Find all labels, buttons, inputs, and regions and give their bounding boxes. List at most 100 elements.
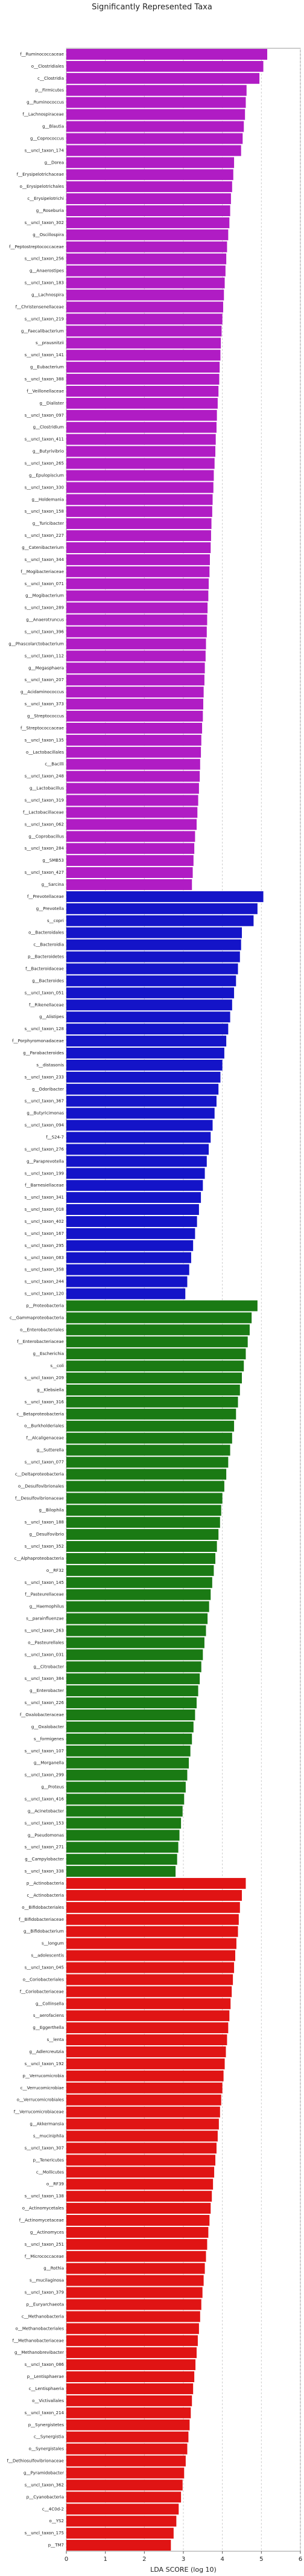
category-label: f__Lachnospiraceae — [22, 112, 64, 117]
bar — [66, 2287, 203, 2298]
bar — [66, 1733, 192, 1745]
bar — [66, 1661, 201, 1673]
bar — [66, 891, 264, 902]
bar — [66, 687, 204, 698]
category-label: s__uncl_taxon_244 — [25, 1280, 65, 1284]
bar — [66, 2226, 209, 2238]
bar — [66, 1962, 235, 1973]
category-label: s__uncl_taxon_330 — [25, 485, 64, 490]
category-label: s__uncl_taxon_141 — [25, 353, 64, 357]
bar — [66, 939, 241, 950]
category-label: g__Ruminococcus — [27, 100, 64, 105]
category-label: s__uncl_taxon_402 — [25, 1219, 64, 1224]
category-label: g__Actinomyces — [30, 2230, 64, 2235]
bar — [66, 2467, 185, 2479]
bar — [66, 421, 217, 433]
bar — [66, 1481, 224, 1492]
category-label: g__Dorea — [45, 160, 64, 165]
category-label: p__Firmicutes — [36, 88, 65, 93]
bar — [66, 2155, 216, 2166]
bar — [66, 397, 218, 409]
bar — [66, 1818, 182, 1829]
category-label: g__Catenibacterium — [22, 545, 64, 550]
bar — [66, 903, 258, 914]
category-label: g__SMB53 — [42, 858, 64, 863]
bar — [66, 1444, 230, 1456]
bar — [66, 662, 205, 674]
bar — [66, 626, 207, 638]
bar — [66, 325, 222, 337]
bar — [66, 1228, 195, 1239]
category-label: s__muciniphila — [33, 2133, 64, 2138]
bar — [66, 746, 201, 758]
bar — [66, 2407, 191, 2418]
category-label: s__uncl_taxon_145 — [25, 1580, 64, 1585]
category-label: s__uncl_taxon_263 — [25, 1629, 64, 1633]
category-label: s__mucilaginosa — [30, 2278, 64, 2283]
bar — [66, 446, 216, 457]
x-tick-label: 0 — [65, 2556, 68, 2563]
category-label: s__uncl_taxon_302 — [25, 220, 64, 225]
category-label: c__Erysipelotrichi — [27, 196, 64, 201]
category-label: s__uncl_taxon_384 — [25, 1676, 65, 1681]
bar — [66, 2371, 195, 2383]
bar — [66, 867, 193, 879]
category-label: s__uncl_taxon_120 — [25, 1292, 64, 1296]
bar — [66, 1456, 229, 1468]
bar — [66, 506, 212, 517]
bar — [66, 855, 194, 867]
bar — [66, 831, 195, 842]
bar — [66, 1589, 211, 1600]
category-label: g__Escherichia — [33, 1351, 64, 1356]
bar — [66, 879, 192, 890]
bar — [66, 1805, 183, 1817]
bar — [66, 350, 221, 361]
bar — [66, 482, 214, 493]
bar — [66, 530, 211, 542]
category-label: s__uncl_taxon_352 — [25, 1544, 64, 1549]
category-label: s__uncl_taxon_051 — [25, 990, 64, 995]
x-tick-label: 5 — [259, 2556, 263, 2563]
category-label: f__Streptococcaceae — [21, 726, 64, 731]
bar — [66, 2106, 220, 2118]
category-label: g__Epulopiscium — [29, 473, 64, 478]
category-label: g__Turicibacter — [33, 521, 64, 526]
category-label: g__Collinsella — [36, 2001, 64, 2006]
bar — [66, 987, 235, 999]
bar — [66, 1757, 189, 1769]
category-label: g__Parabacteroides — [23, 1051, 64, 1056]
bar — [66, 590, 209, 601]
category-label: f__Actinomycetaceae — [19, 2218, 64, 2223]
bar — [66, 2010, 230, 2022]
category-label: p__TM7 — [48, 2543, 64, 2548]
bar — [66, 771, 200, 782]
category-label: o__Bifidobacteriales — [22, 1905, 64, 1910]
category-label: p__Tenericutes — [33, 2158, 65, 2162]
category-label: f__Coriobacteriaceae — [20, 1989, 64, 1994]
bar — [66, 819, 197, 830]
bar — [66, 2383, 194, 2394]
category-label: p__Bacteroidetes — [28, 955, 64, 960]
category-label: g__Roseburia — [36, 208, 64, 213]
bar — [66, 2058, 225, 2069]
category-label: g__Eubacterium — [30, 365, 64, 370]
bar — [66, 1950, 236, 1961]
category-label: s__uncl_taxon_396 — [25, 630, 65, 635]
bar — [66, 638, 206, 650]
category-label: s__coli — [50, 1363, 64, 1368]
bar — [66, 60, 264, 72]
bar — [66, 711, 203, 722]
bar — [66, 1360, 244, 1372]
bar — [66, 217, 230, 228]
bar — [66, 975, 236, 987]
bar — [66, 1048, 224, 1059]
bar — [66, 1216, 197, 1227]
bar — [66, 2359, 196, 2371]
bar — [66, 1529, 219, 1540]
category-label: g__Eggerthella — [33, 2025, 64, 2030]
category-label: g__Sarcina — [42, 882, 64, 887]
category-label: s__uncl_taxon_362 — [25, 2482, 64, 2487]
category-label: g__Odoribacter — [32, 1087, 64, 1092]
category-label: c__Alphaproteobacteria — [14, 1556, 64, 1561]
category-label: s__uncl_taxon_062 — [25, 822, 64, 827]
